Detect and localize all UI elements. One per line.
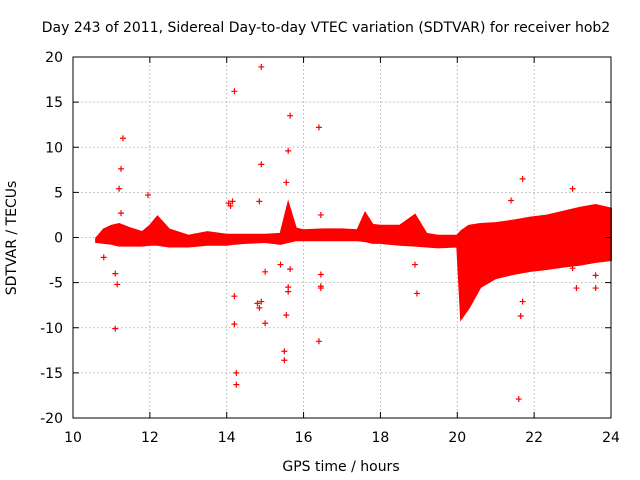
- data-point: [315, 338, 322, 345]
- y-tick-label: 10: [45, 140, 63, 156]
- data-point: [517, 313, 524, 320]
- data-point: [315, 124, 322, 131]
- y-tick-label: 0: [54, 231, 63, 247]
- data-point: [258, 161, 265, 168]
- data-point: [519, 175, 526, 182]
- data-point: [254, 300, 261, 307]
- data-point: [256, 198, 263, 205]
- axis-ticks: 10 12 14 16 18 20 22 24 -20 -15 -10 -5 0 5 10 15 20: [40, 50, 620, 446]
- data-point: [277, 261, 284, 268]
- data-point: [317, 211, 324, 218]
- data-point: [233, 369, 240, 376]
- x-tick-label: 20: [448, 430, 466, 446]
- data-point: [592, 272, 599, 279]
- data-point: [227, 202, 234, 209]
- x-tick-label: 18: [372, 430, 390, 446]
- y-tick-label: -10: [40, 321, 63, 337]
- y-tick-label: 20: [45, 50, 63, 66]
- data-point: [256, 304, 263, 311]
- x-tick-label: 10: [64, 430, 82, 446]
- x-tick-label: 12: [141, 430, 159, 446]
- data-point: [569, 265, 576, 272]
- y-tick-label: 15: [45, 95, 63, 111]
- data-point: [258, 63, 265, 70]
- data-point: [592, 285, 599, 292]
- data-point: [114, 281, 121, 288]
- chart-title: Day 243 of 2011, Sidereal Day-to-day VTE…: [42, 20, 610, 36]
- data-point: [515, 396, 522, 403]
- y-tick-label: 5: [54, 185, 63, 201]
- data-point: [413, 290, 420, 297]
- data-point: [519, 298, 526, 305]
- data-point: [573, 285, 580, 292]
- y-tick-label: -20: [40, 411, 63, 427]
- data-point: [262, 268, 269, 275]
- data-point: [317, 271, 324, 278]
- data-point: [285, 147, 292, 154]
- data-point: [231, 321, 238, 328]
- data-point: [412, 261, 419, 268]
- data-point: [281, 357, 288, 364]
- data-point: [231, 88, 238, 95]
- data-point: [508, 197, 515, 204]
- y-tick-label: -15: [40, 366, 63, 382]
- x-tick-label: 16: [295, 430, 313, 446]
- data-point: [144, 192, 151, 199]
- data-point: [262, 320, 269, 327]
- y-axis-label: SDTVAR / TECUs: [4, 181, 20, 296]
- y-tick-label: -5: [49, 276, 63, 292]
- data-point: [118, 165, 125, 172]
- x-axis-label: GPS time / hours: [282, 459, 399, 475]
- data-point: [112, 270, 119, 277]
- data-point: [285, 288, 292, 295]
- x-tick-label: 24: [602, 430, 620, 446]
- data-point: [112, 325, 119, 332]
- data-point: [229, 198, 236, 205]
- data-point: [119, 135, 126, 142]
- x-tick-label: 14: [218, 430, 236, 446]
- data-point: [287, 112, 294, 119]
- data-point: [281, 348, 288, 355]
- data-point: [317, 285, 324, 292]
- data-point: [116, 185, 123, 192]
- data-point: [569, 185, 576, 192]
- data-point: [283, 179, 290, 186]
- data-point: [100, 254, 107, 261]
- data-point: [231, 293, 238, 300]
- data-point: [233, 381, 240, 388]
- data-point: [118, 210, 125, 217]
- x-tick-label: 22: [525, 430, 543, 446]
- data-point: [258, 298, 265, 305]
- data-point: [283, 312, 290, 319]
- data-point: [287, 266, 294, 273]
